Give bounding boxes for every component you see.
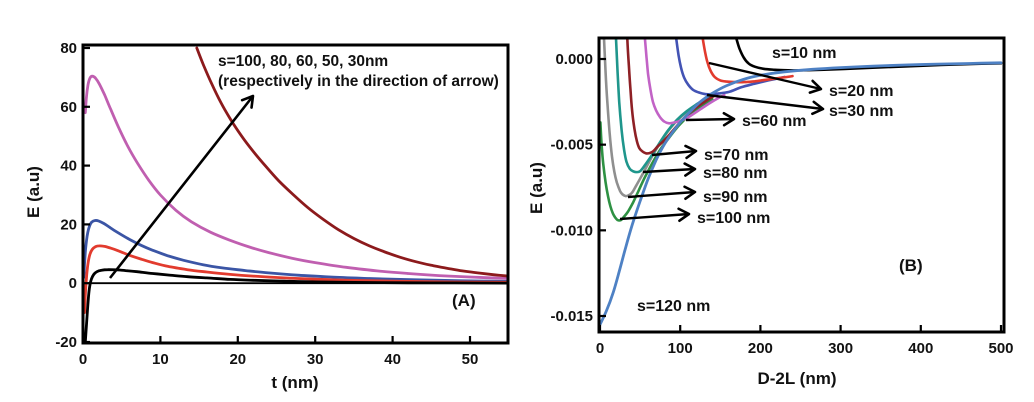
y-tick-label: 80 [60,40,77,57]
x-axis-title: t (nm) [271,373,318,392]
annotation-s-20-nm: s=20 nm [829,83,893,100]
annotation-s-90-nm: s=90 nm [703,189,767,206]
curve-s-120-nm [599,61,1003,326]
series-group [83,46,508,343]
annotation--respectively-in-the-direction-of-arrow-: (respectively in the direction of arrow) [218,73,499,90]
annotation-arrow [642,162,697,177]
series-group [599,38,1003,326]
x-tick-label: 30 [307,351,324,368]
x-tick-label: 10 [152,351,169,368]
curve-s-30-nm [674,38,786,96]
annotation-s-100-nm: s=100 nm [697,210,770,227]
x-tick-label: 400 [908,340,933,357]
curve-s-80-nm [83,244,508,314]
y-axis-title: E (a.u) [24,166,43,218]
annotation-s-30-nm: s=30 nm [829,103,893,120]
annotation--a-: (A) [452,291,476,310]
y-tick-label: 20 [60,216,77,233]
curve-s-60-nm [643,38,726,125]
annotation-s-100-80-60-50-30nm: s=100, 80, 60, 50, 30nm [218,53,388,70]
plot-frame [81,43,510,345]
x-tick-label: 200 [748,340,773,357]
x-tick-label: 0 [596,340,604,357]
y-tick-label: 0 [69,275,77,292]
x-axis-title: D-2L (nm) [757,369,836,388]
plot-frame [597,36,1006,334]
y-tick-label: 60 [60,99,77,116]
panel-B: 0 100 200 300 400 500 0.000 -0.005 -0.010 -0.015 D… [527,36,1014,388]
annotation-arrow [108,94,255,279]
annotation--b-: (B) [899,256,923,275]
x-tick-label: 50 [462,351,479,368]
x-tick-label: 500 [988,340,1013,357]
y-tick-label: 0.000 [555,51,593,68]
y-tick-label: -20 [55,334,77,351]
annotation-s-10-nm: s=10 nm [772,45,836,62]
curve-s-70-nm [626,38,719,155]
curve-s-60-nm [83,219,508,283]
annotation-arrow [619,207,691,223]
y-tick-label: -0.010 [550,222,593,239]
annotation-arrow [651,144,698,160]
annotation-s-60-nm: s=60 nm [742,113,806,130]
annotation-s-80-nm: s=80 nm [703,165,767,182]
annotation-arrow [706,93,825,116]
annotation-arrow [627,185,697,201]
x-tick-label: 100 [668,340,693,357]
y-axis-title: E (a.u) [527,162,546,214]
x-tick-label: 0 [79,351,87,368]
x-tick-label: 300 [828,340,853,357]
annotation-s-120-nm: s=120 nm [637,298,710,315]
y-tick-label: -0.005 [550,137,593,154]
y-tick-label: 40 [60,158,77,175]
annotation-s-70-nm: s=70 nm [704,147,768,164]
curve-s-100-nm [83,268,508,343]
curve-s-30-nm [195,46,508,278]
x-tick-label: 40 [384,351,401,368]
x-tick-label: 20 [229,351,246,368]
curve-s-80-nm [614,38,711,174]
y-tick-label: -0.015 [550,308,593,325]
annotation-arrow [685,111,736,127]
curve-s-20-nm [701,38,794,84]
annotation-arrow [708,61,823,94]
